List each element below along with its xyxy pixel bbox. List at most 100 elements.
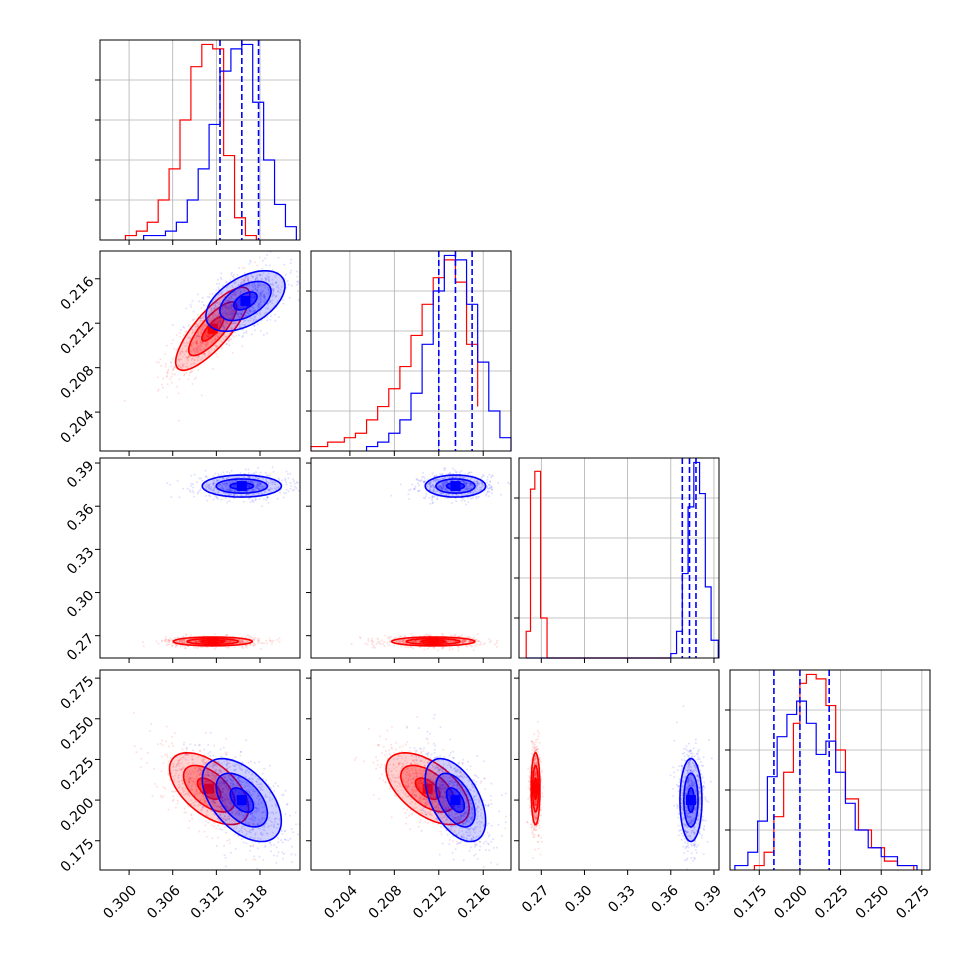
scatter-point <box>263 490 266 493</box>
scatter-point <box>177 759 180 762</box>
scatter-point <box>173 347 176 350</box>
scatter-point <box>160 364 162 367</box>
scatter-point <box>477 490 479 493</box>
scatter-point <box>253 329 256 332</box>
scatter-point <box>225 300 228 303</box>
scatter-point <box>198 477 201 480</box>
scatter-point <box>218 317 221 319</box>
scatter-point <box>197 345 199 348</box>
scatter-point <box>470 644 473 647</box>
scatter-point <box>186 356 189 358</box>
scatter-point <box>446 641 449 644</box>
scatter-point <box>139 766 142 769</box>
scatter-point <box>260 298 263 301</box>
scatter-point <box>222 491 225 494</box>
scatter-point <box>486 490 489 493</box>
scatter-point <box>261 274 264 276</box>
scatter-point <box>430 486 433 489</box>
scatter-point <box>229 298 232 301</box>
scatter-point <box>221 482 224 485</box>
scatter-point <box>197 324 200 327</box>
scatter-point <box>182 789 185 792</box>
scatter-point <box>227 307 229 310</box>
scatter-point <box>233 282 236 285</box>
scatter-point <box>198 639 201 642</box>
scatter-point <box>432 489 435 492</box>
scatter-point <box>252 475 254 478</box>
scatter-point <box>213 318 216 321</box>
scatter-point <box>228 762 231 765</box>
scatter-point <box>441 633 444 636</box>
scatter-point <box>205 345 208 348</box>
scatter-point <box>442 492 445 495</box>
scatter-point <box>184 790 187 793</box>
scatter-point <box>441 647 444 650</box>
scatter-point <box>284 479 287 482</box>
scatter-point <box>197 774 199 776</box>
scatter-point <box>171 357 174 360</box>
scatter-point <box>237 278 240 281</box>
scatter-point <box>258 476 261 479</box>
scatter-point <box>226 482 229 485</box>
scatter-point <box>490 485 493 488</box>
scatter-point <box>247 288 250 291</box>
scatter-point <box>202 353 204 356</box>
scatter-point <box>274 319 277 322</box>
scatter-point <box>200 350 203 353</box>
scatter-point <box>223 826 226 829</box>
scatter-point <box>233 497 236 500</box>
scatter-point <box>252 482 255 485</box>
scatter-point <box>229 306 232 309</box>
scatter-point <box>190 634 193 637</box>
scatter-point <box>187 780 190 783</box>
scatter-point <box>428 483 431 486</box>
scatter-point <box>271 483 274 486</box>
scatter-point <box>193 348 195 351</box>
scatter-point <box>226 484 229 487</box>
scatter-point <box>476 482 479 485</box>
scatter-point <box>234 763 237 766</box>
scatter-point <box>449 634 452 637</box>
scatter-point <box>465 482 468 485</box>
scatter-point <box>414 639 417 642</box>
scatter-point <box>221 791 224 793</box>
scatter-point <box>243 280 246 283</box>
scatter-point <box>366 643 369 646</box>
scatter-point <box>204 799 206 802</box>
scatter-point <box>169 483 171 486</box>
scatter-point <box>212 482 215 485</box>
scatter-point <box>209 495 212 498</box>
scatter-point <box>251 289 253 292</box>
scatter-point <box>437 478 439 481</box>
scatter-point <box>189 779 192 781</box>
scatter-point <box>399 635 402 638</box>
scatter-point <box>263 296 266 299</box>
scatter-point <box>217 491 219 494</box>
scatter-point <box>237 476 240 479</box>
scatter-point <box>226 481 229 484</box>
scatter-point <box>232 310 235 313</box>
scatter-point <box>164 638 167 640</box>
scatter-point <box>225 640 228 643</box>
scatter-point <box>448 640 451 643</box>
scatter-point <box>247 312 250 315</box>
scatter-point <box>184 647 187 650</box>
scatter-point <box>275 294 278 297</box>
scatter-point <box>228 297 231 300</box>
scatter-point <box>214 314 217 317</box>
scatter-point <box>255 277 258 280</box>
scatter-point <box>241 281 244 284</box>
scatter-point <box>225 281 228 284</box>
scatter-point <box>414 640 417 643</box>
scatter-point <box>188 792 190 795</box>
scatter-point <box>402 640 405 643</box>
scatter-point <box>234 490 237 493</box>
scatter-point <box>171 642 174 645</box>
scatter-point <box>442 482 445 485</box>
scatter-point <box>420 479 423 482</box>
scatter-point <box>228 639 230 642</box>
scatter-point <box>475 484 478 487</box>
contour-red-0 <box>420 639 447 644</box>
scatter-point <box>441 487 444 490</box>
scatter-point <box>188 489 191 492</box>
